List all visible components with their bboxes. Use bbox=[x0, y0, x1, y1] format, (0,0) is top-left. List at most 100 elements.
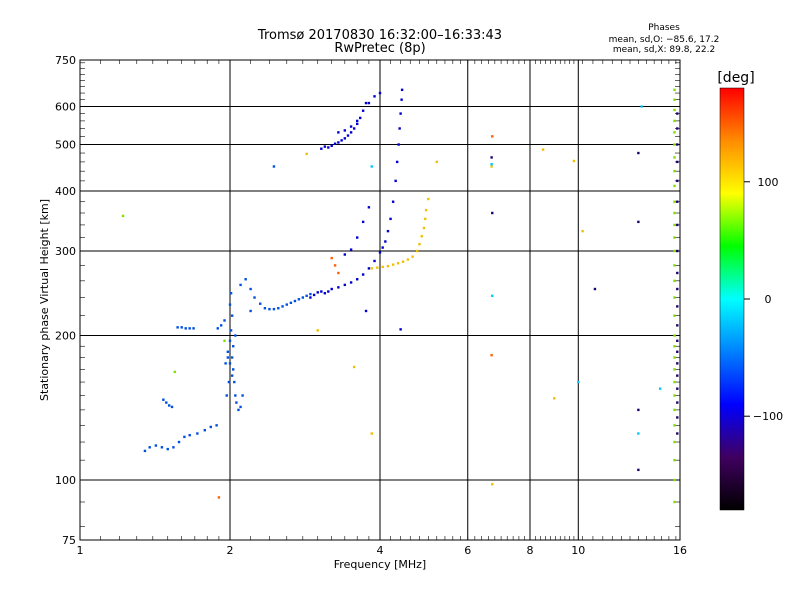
data-point bbox=[230, 374, 234, 377]
data-point bbox=[637, 220, 640, 224]
data-point bbox=[491, 211, 494, 215]
data-point bbox=[676, 305, 679, 308]
data-point bbox=[676, 387, 679, 390]
data-point bbox=[268, 307, 271, 311]
data-point bbox=[327, 146, 330, 149]
data-point bbox=[239, 405, 242, 409]
y-tick-label: 300 bbox=[55, 245, 76, 258]
data-point bbox=[398, 127, 401, 130]
data-point bbox=[355, 236, 359, 239]
data-point bbox=[577, 380, 580, 384]
data-point bbox=[203, 429, 206, 432]
data-point bbox=[676, 179, 679, 183]
data-point bbox=[572, 159, 576, 163]
data-point bbox=[370, 165, 373, 168]
data-point bbox=[355, 119, 359, 123]
data-point bbox=[167, 404, 171, 407]
y-tick-label: 75 bbox=[62, 534, 76, 547]
y-axis-label: Stationary phase Virtual Height [km] bbox=[38, 199, 51, 401]
data-point bbox=[381, 265, 384, 269]
data-point bbox=[673, 334, 676, 337]
data-point bbox=[673, 264, 676, 267]
data-point bbox=[340, 139, 343, 142]
data-point bbox=[230, 356, 234, 359]
data-point bbox=[349, 248, 353, 251]
data-point bbox=[323, 292, 327, 295]
data-point bbox=[305, 294, 308, 297]
data-point bbox=[154, 444, 158, 447]
data-point bbox=[233, 380, 236, 384]
y-tick-label: 600 bbox=[55, 101, 76, 114]
data-point bbox=[358, 116, 362, 120]
y-tick-label: 750 bbox=[55, 54, 76, 67]
data-point bbox=[673, 440, 676, 444]
data-point bbox=[378, 251, 382, 254]
data-point bbox=[333, 264, 337, 267]
data-point bbox=[337, 131, 340, 134]
data-point bbox=[676, 374, 679, 377]
data-point bbox=[249, 309, 252, 313]
colorbar-tick-label: 100 bbox=[758, 176, 779, 189]
data-point bbox=[673, 408, 676, 412]
data-point bbox=[676, 432, 679, 435]
data-point bbox=[330, 287, 333, 291]
data-point bbox=[352, 365, 356, 369]
data-point bbox=[177, 440, 181, 444]
data-point bbox=[424, 208, 428, 212]
data-point bbox=[399, 328, 402, 331]
data-point bbox=[418, 242, 421, 246]
y-tick-label: 400 bbox=[55, 185, 76, 198]
x-tick-label: 2 bbox=[227, 544, 234, 557]
x-axis-label: Frequency [MHz] bbox=[334, 558, 426, 571]
data-point bbox=[378, 91, 382, 95]
data-point bbox=[241, 394, 244, 397]
data-point bbox=[427, 197, 430, 201]
data-point bbox=[673, 169, 676, 173]
data-point bbox=[364, 309, 368, 313]
data-point bbox=[289, 301, 293, 305]
data-point bbox=[673, 131, 676, 134]
data-point bbox=[541, 148, 545, 151]
data-point bbox=[673, 314, 676, 317]
x-tick-label: 1 bbox=[77, 544, 84, 557]
data-point bbox=[192, 327, 195, 330]
colorbar bbox=[719, 87, 745, 511]
data-point bbox=[272, 165, 276, 168]
data-point bbox=[435, 160, 438, 164]
data-point bbox=[343, 137, 347, 140]
data-point bbox=[389, 217, 392, 221]
data-point bbox=[415, 249, 419, 253]
data-point bbox=[235, 401, 238, 404]
data-point bbox=[422, 226, 426, 230]
data-point bbox=[173, 370, 177, 374]
data-point bbox=[673, 424, 676, 427]
data-point bbox=[676, 362, 679, 365]
data-point bbox=[226, 350, 230, 353]
data-point bbox=[676, 350, 679, 353]
data-point bbox=[228, 362, 232, 365]
data-points bbox=[121, 88, 679, 504]
data-point bbox=[640, 105, 643, 108]
data-point bbox=[673, 296, 676, 299]
data-point bbox=[237, 408, 240, 412]
data-point bbox=[553, 397, 556, 400]
data-point bbox=[166, 447, 169, 451]
data-point bbox=[581, 229, 584, 233]
x-tick-label: 6 bbox=[464, 544, 471, 557]
data-point bbox=[386, 264, 390, 268]
data-point bbox=[227, 380, 231, 384]
data-point bbox=[673, 380, 676, 384]
data-point bbox=[305, 152, 308, 156]
data-point bbox=[673, 108, 676, 112]
y-tick-label: 100 bbox=[55, 474, 76, 487]
data-point bbox=[352, 127, 356, 130]
data-point bbox=[637, 432, 640, 435]
data-point bbox=[281, 305, 284, 308]
data-point bbox=[386, 229, 390, 233]
data-point bbox=[420, 235, 423, 238]
data-point bbox=[349, 131, 353, 134]
data-point bbox=[676, 401, 679, 404]
data-point bbox=[188, 327, 191, 330]
data-point bbox=[361, 109, 365, 112]
